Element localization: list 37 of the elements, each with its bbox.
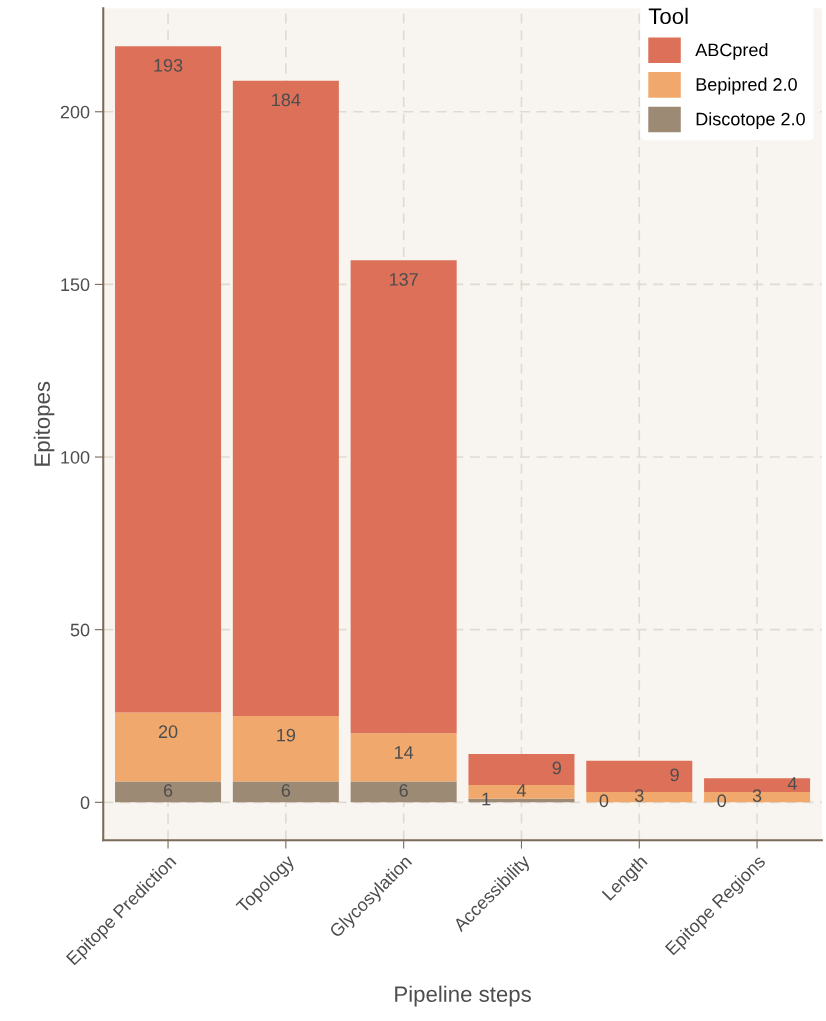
bar <box>350 260 457 734</box>
legend-label: Bepipred 2.0 <box>696 77 797 95</box>
legend-title: Tool <box>648 7 688 25</box>
y-tick-label: 200 <box>60 105 90 119</box>
data-label: 1 <box>482 792 491 806</box>
data-label: 3 <box>634 789 644 802</box>
legend-label: ABCpred <box>695 43 768 60</box>
data-label: 20 <box>158 725 178 739</box>
bar <box>115 46 222 713</box>
data-label: 184 <box>272 93 301 107</box>
bar <box>115 712 222 782</box>
bar <box>115 781 222 803</box>
bar <box>468 753 575 786</box>
data-label: 4 <box>516 784 526 797</box>
data-label: 6 <box>399 784 408 797</box>
x-axis-title: Pipeline steps <box>395 985 531 1007</box>
data-label: 19 <box>277 728 296 742</box>
bar <box>232 781 339 803</box>
bar <box>232 80 339 716</box>
y-axis-title: Epitopes <box>33 381 55 466</box>
y-tick-label: 0 <box>80 796 90 810</box>
data-label: 3 <box>752 789 762 802</box>
data-label: 137 <box>389 273 418 286</box>
bar <box>350 733 457 782</box>
data-label: 6 <box>163 784 173 797</box>
data-label: 9 <box>670 768 679 782</box>
bar <box>350 781 457 803</box>
y-tick-label: 150 <box>61 278 90 292</box>
bar <box>232 715 339 782</box>
data-label: 4 <box>787 777 797 790</box>
y-tick-label: 100 <box>61 450 90 464</box>
data-label: 6 <box>281 784 291 797</box>
data-label: 9 <box>552 761 561 775</box>
legend-label: Discotope 2.0 <box>696 112 805 130</box>
y-tick-label: 50 <box>70 623 90 637</box>
data-label: 193 <box>154 58 183 72</box>
data-label: 14 <box>394 746 414 759</box>
